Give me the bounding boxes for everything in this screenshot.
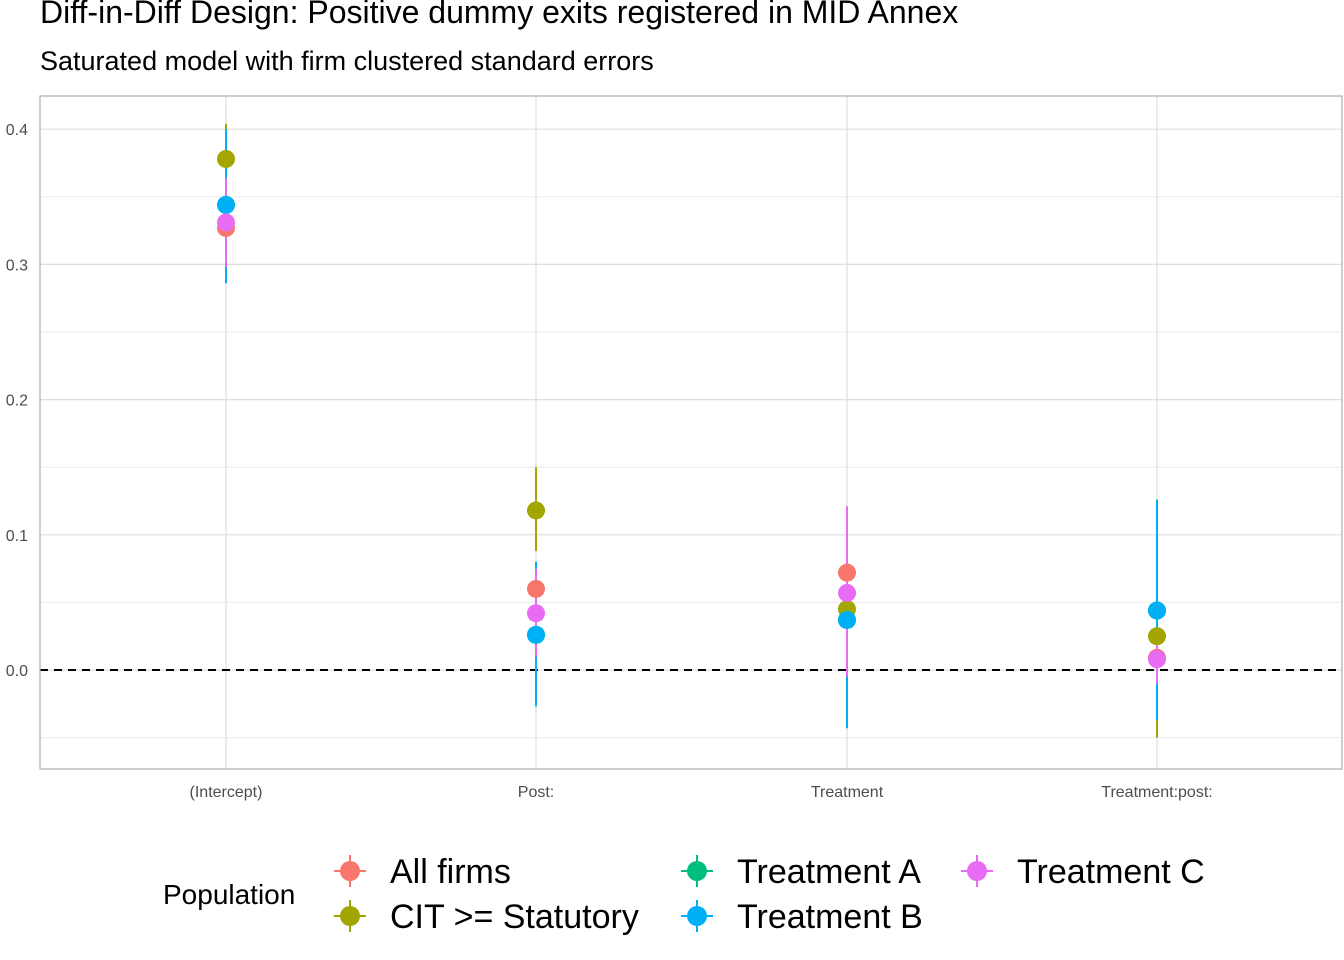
data-point	[838, 610, 856, 629]
x-tick-label: Post:	[518, 784, 554, 801]
legend: Population All firms CIT >= Statutory Treat…	[163, 853, 1205, 936]
y-tick-label: 0.1	[6, 528, 28, 545]
legend-key-point	[687, 906, 707, 926]
legend-item: Treatment A	[681, 853, 921, 891]
y-tick-label: 0.2	[6, 393, 28, 410]
chart-title: Diff-in-Diff Design: Positive dummy exit…	[40, 0, 959, 30]
data-point	[217, 213, 235, 232]
x-tick-label: Treatment:post:	[1101, 784, 1212, 801]
data-point	[527, 625, 545, 644]
legend-key-point	[340, 906, 360, 926]
x-tick-label: Treatment	[811, 784, 884, 801]
legend-label: CIT >= Statutory	[390, 898, 639, 936]
y-axis-ticks: 0.0 0.1 0.2 0.3 0.4	[6, 122, 28, 680]
y-tick-label: 0.3	[6, 257, 28, 274]
legend-key-point	[967, 861, 987, 881]
x-axis-ticks: (Intercept) Post: Treatment Treatment:post:	[190, 784, 1213, 801]
legend-label: Treatment A	[737, 853, 921, 891]
panel-border	[39, 95, 1343, 770]
data-point	[527, 501, 545, 520]
legend-label: All firms	[390, 853, 511, 891]
legend-item: All firms	[334, 853, 511, 891]
data-point	[217, 149, 235, 168]
legend-item: Treatment C	[961, 853, 1205, 891]
legend-item: CIT >= Statutory	[334, 898, 639, 936]
grid-lines	[40, 96, 1342, 769]
legend-item: Treatment B	[681, 898, 923, 936]
data-point	[1148, 601, 1166, 620]
data-points	[217, 149, 1166, 669]
chart-subtitle: Saturated model with firm clustered stan…	[40, 46, 654, 76]
data-point	[838, 563, 856, 582]
legend-title: Population	[163, 879, 295, 910]
data-point	[838, 583, 856, 602]
legend-key-point	[340, 861, 360, 881]
x-tick-label: (Intercept)	[190, 784, 263, 801]
legend-key-point	[687, 861, 707, 881]
y-tick-label: 0.4	[6, 122, 28, 139]
legend-label: Treatment B	[737, 898, 923, 936]
data-point	[527, 604, 545, 623]
data-point	[1148, 627, 1166, 646]
legend-label: Treatment C	[1017, 853, 1205, 891]
data-point	[527, 579, 545, 598]
error-bars	[225, 123, 1158, 738]
data-point	[217, 195, 235, 214]
y-tick-label: 0.0	[6, 663, 28, 680]
data-point	[1148, 650, 1166, 669]
